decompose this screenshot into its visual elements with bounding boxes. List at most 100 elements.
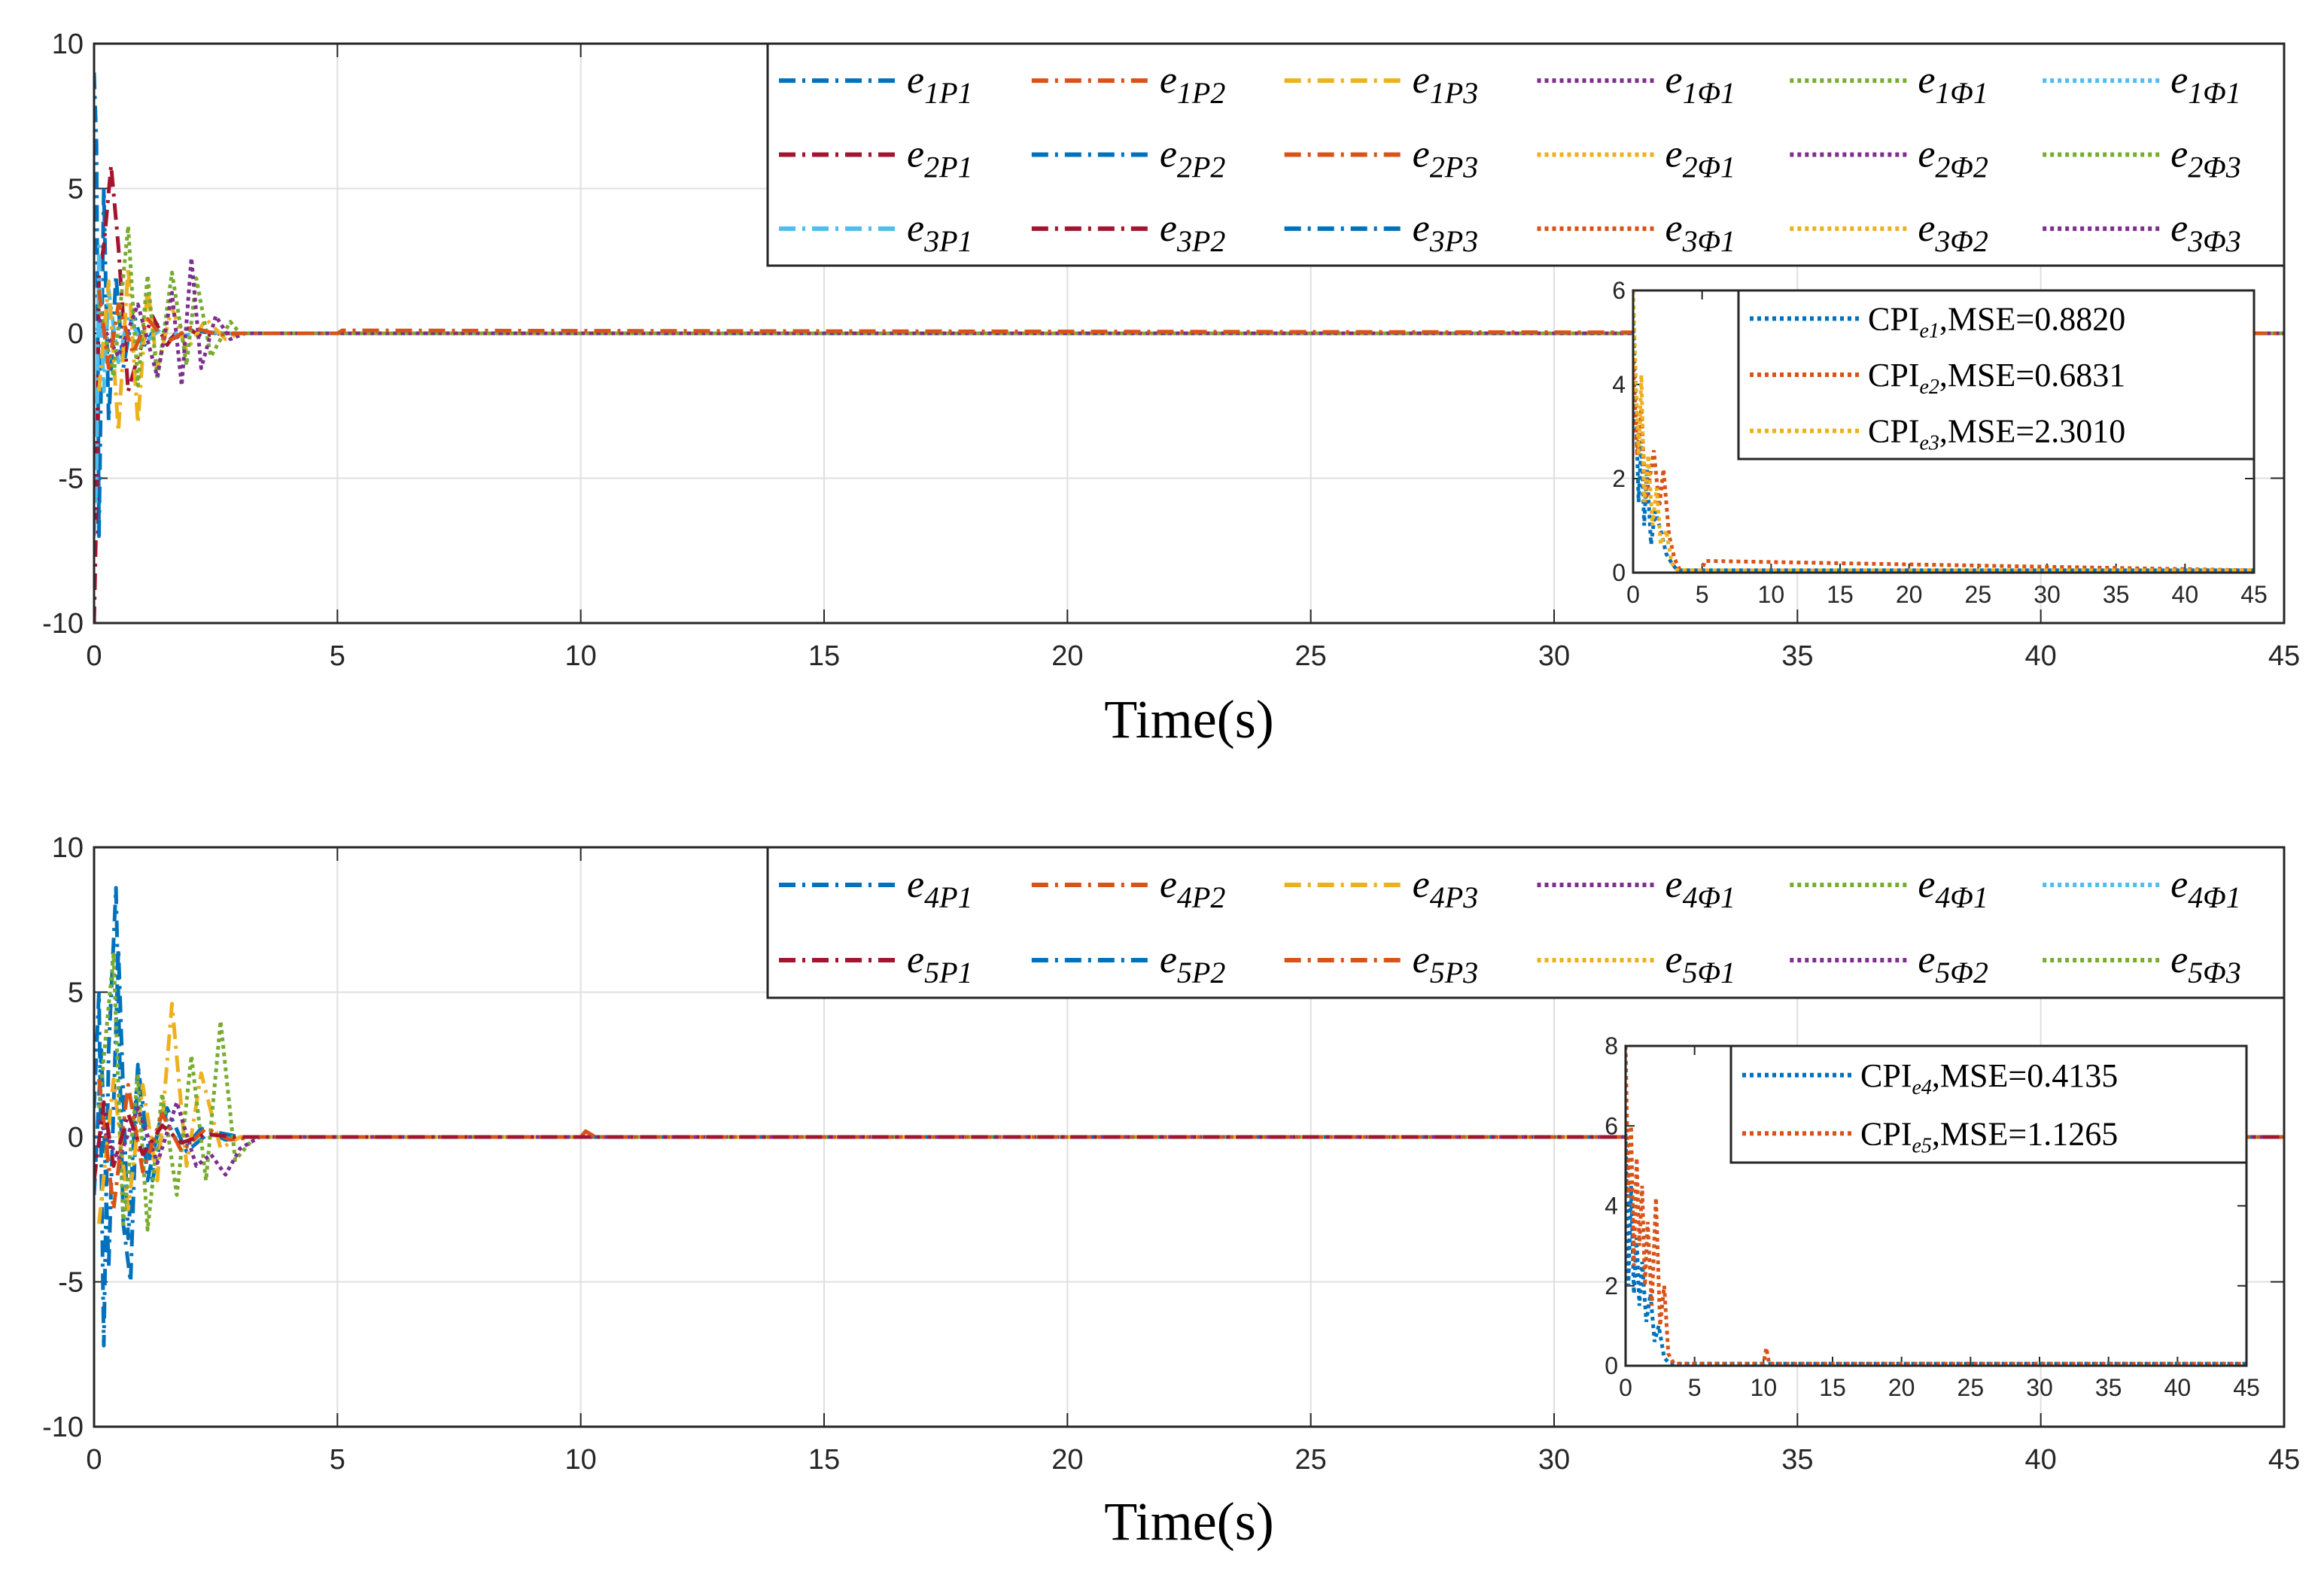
inset-x-tick-label: 45	[2240, 581, 2268, 608]
legend-label: e2Φ2	[1918, 133, 1988, 184]
series-line-e_{1Φ1}	[97, 224, 2284, 388]
inset-legend-label: CPIe2,MSE=0.6831	[1868, 357, 2125, 399]
inset-y-tick-label: 0	[1605, 1352, 1618, 1379]
inset-series-CPI_e1	[1633, 314, 2254, 573]
legend-label: e2P2	[1160, 133, 1226, 184]
x-tick-label: 0	[86, 1444, 102, 1476]
legend-label: e4P3	[1413, 863, 1479, 914]
legend-label: e5P3	[1413, 938, 1479, 990]
inset-y-tick-label: 2	[1605, 1272, 1618, 1300]
series-group	[94, 72, 2284, 623]
inset-y-tick-label: 6	[1605, 1112, 1618, 1139]
x-tick-label: 40	[2025, 1444, 2057, 1476]
y-tick-label: -10	[42, 608, 84, 640]
inset-x-tick-label: 10	[1751, 1374, 1778, 1401]
y-tick-label: 0	[68, 1122, 84, 1154]
series-line-e_{4Φ1}	[97, 953, 2284, 1232]
inset-x-tick-label: 10	[1758, 581, 1785, 608]
series-line-e_{4P2}	[97, 1078, 2284, 1211]
legend-label: e1Φ1	[2170, 59, 2241, 110]
x-tick-label: 15	[808, 640, 840, 672]
legend-label: e5Φ3	[2170, 938, 2241, 990]
inset-x-tick-label: 5	[1688, 1374, 1702, 1401]
inset-x-tick-label: 30	[2026, 1374, 2053, 1401]
y-tick-label: -10	[42, 1412, 84, 1443]
x-tick-label: 5	[330, 1444, 345, 1476]
legend-label: e1Φ1	[1665, 59, 1736, 110]
inset-x-tick-label: 15	[1819, 1374, 1846, 1401]
x-tick-label: 5	[330, 640, 345, 672]
x-tick-label: 45	[2268, 1444, 2300, 1476]
legend-label: e1P2	[1160, 59, 1226, 110]
legend-label: e3P1	[907, 207, 973, 258]
legend-label: e2P1	[907, 133, 973, 184]
legend-label: e3Φ3	[2170, 207, 2241, 258]
legend-label: e2Φ1	[1665, 133, 1736, 184]
series-line-e_{1P2}	[97, 289, 2284, 370]
inset-legend-box	[1729, 1044, 2248, 1164]
x-tick-label: 15	[808, 1444, 840, 1476]
series-group	[94, 886, 2284, 1348]
x-tick-label: 20	[1051, 1444, 1083, 1476]
y-tick-label: 10	[52, 832, 84, 864]
legend-label: e2P3	[1413, 133, 1479, 184]
y-tick-label: -5	[58, 1267, 84, 1299]
inset-legend-box	[1737, 289, 2256, 461]
inset-legend-label: CPIe4,MSE=0.4135	[1860, 1057, 2118, 1099]
inset-x-tick-label: 30	[2034, 581, 2061, 608]
x-tick-label: 25	[1295, 640, 1327, 672]
inset-series-CPI_e5	[1626, 1046, 2246, 1366]
inset-series-group	[1633, 290, 2254, 573]
x-tick-label: 10	[565, 640, 597, 672]
inset-x-tick-label: 5	[1696, 581, 1709, 608]
y-tick-label: -5	[58, 464, 84, 495]
inset-x-tick-label: 0	[1626, 581, 1640, 608]
inset-axes: 0 5 10 15 20 25 30 35 40 456420CPIe1,MSE=0.8820CP…	[1612, 277, 2268, 608]
inset-x-tick-label: 35	[2103, 581, 2130, 608]
legend-box	[766, 846, 2286, 999]
legend-label: e5Φ2	[1918, 938, 1988, 990]
inset-y-tick-label: 0	[1612, 559, 1626, 586]
legend-label: e3Φ1	[1665, 207, 1736, 258]
x-tick-label: 35	[1781, 640, 1813, 672]
inset-x-tick-label: 35	[2095, 1374, 2122, 1401]
series-line-e_{1Φ2}	[97, 256, 2284, 388]
inset-y-tick-label: 2	[1612, 465, 1626, 492]
x-tick-label: 0	[86, 640, 102, 672]
series-line-e_{5P2}	[94, 947, 2284, 1269]
legend-label: e4Φ1	[1665, 863, 1736, 914]
inset-series-CPI_e2	[1633, 360, 2254, 573]
inset-x-tick-label: 40	[2164, 1374, 2192, 1401]
series-line-e_{4P1}	[94, 886, 2284, 1348]
inset-legend-label: CPIe3,MSE=2.3010	[1868, 413, 2125, 455]
inset-y-tick-label: 6	[1612, 277, 1626, 304]
legend-label: e4Φ1	[2170, 863, 2241, 914]
legend-label: e5P2	[1160, 938, 1226, 990]
legend-label: e4P2	[1160, 863, 1226, 914]
legend-label: e2Φ3	[2170, 133, 2241, 184]
inset-series-CPI_e3	[1633, 290, 2254, 573]
inset-x-tick-label: 0	[1619, 1374, 1632, 1401]
legend-label: e1P3	[1413, 59, 1479, 110]
inset-axes: 0 5 10 15 20 25 30 35 40 4586420CPIe4,MSE=0.4135C…	[1605, 1032, 2260, 1401]
x-tick-label: 30	[1538, 1444, 1570, 1476]
inset-x-tick-label: 20	[1896, 581, 1923, 608]
inset-x-tick-label: 40	[2172, 581, 2199, 608]
legend-label: e3P3	[1413, 207, 1479, 258]
inset-x-tick-label: 25	[1957, 1374, 1985, 1401]
legend-label: e4P1	[907, 863, 973, 914]
legend-box	[766, 42, 2286, 267]
inset-x-tick-label: 25	[1965, 581, 1992, 608]
series-line-e_{5P1}	[94, 1100, 2284, 1181]
legend-label: e4Φ1	[1918, 863, 1988, 914]
y-tick-label: 10	[52, 29, 84, 60]
inset-y-tick-label: 4	[1605, 1193, 1618, 1220]
inset-y-tick-label: 8	[1605, 1032, 1618, 1059]
series-line-e_{5Φ2}	[97, 1100, 2284, 1177]
x-tick-label: 10	[565, 1444, 597, 1476]
inset-x-tick-label: 45	[2233, 1374, 2260, 1401]
x-tick-label: 30	[1538, 640, 1570, 672]
inset-legend-label: CPIe1,MSE=0.8820	[1868, 300, 2125, 342]
